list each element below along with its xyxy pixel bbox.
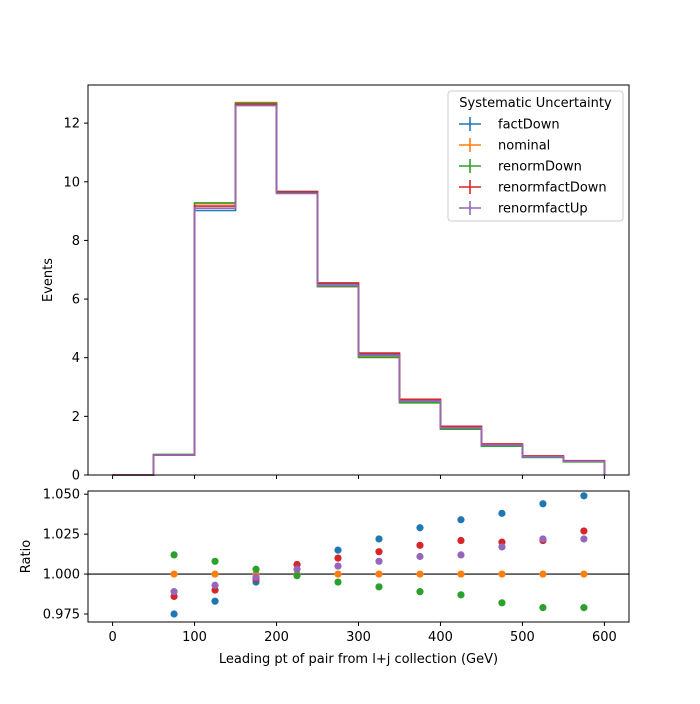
bottom-xtick-label: 200: [264, 630, 289, 645]
ratio-point-renormfactUp: [375, 557, 383, 565]
ratio-point-renormfactUp: [416, 552, 424, 561]
ratio-point-renormfactUp: [457, 551, 465, 559]
ratio-point-renormfactDown: [334, 554, 342, 562]
ratio-point-nominal: [211, 570, 219, 578]
bottom-xtick-label: 100: [182, 630, 207, 645]
legend-entry-factDown: factDown: [498, 118, 560, 133]
bottom-ytick-label: 0.975: [43, 608, 80, 623]
legend-entry-nominal: nominal: [498, 139, 550, 154]
ratio-point-factDown: [416, 524, 424, 532]
ratio-point-factDown: [375, 535, 383, 543]
ratio-point-nominal: [539, 570, 547, 578]
top-ytick-label: 12: [63, 117, 80, 132]
ratio-point-renormDown: [293, 572, 301, 580]
ratio-point-renormDown: [498, 599, 506, 607]
ratio-point-factDown: [457, 516, 465, 524]
ratio-point-renormfactUp: [539, 535, 547, 543]
ratio-point-renormDown: [334, 578, 342, 586]
bottom-panel: 0.975 1.000 1.025 1.050 0 100 200 300 400 500 600 L…: [19, 488, 630, 667]
ratio-point-renormfactDown: [375, 548, 383, 556]
ratio-point-renormfactUp: [211, 581, 219, 589]
step-line-renormfactUp: [112, 104, 606, 476]
ratio-point-renormfactDown: [457, 536, 465, 545]
ratio-point-nominal: [580, 570, 588, 578]
ratio-point-factDown: [580, 492, 588, 500]
ratio-point-renormDown: [170, 551, 178, 559]
ratio-point-renormfactUp: [498, 543, 506, 551]
ratio-point-renormfactDown: [580, 527, 588, 535]
bottom-ytick-label: 1.050: [43, 488, 80, 503]
top-ytick-label: 10: [63, 175, 80, 190]
ratio-point-nominal: [457, 570, 465, 578]
ratio-point-renormDown: [457, 591, 465, 599]
legend-box: [447, 90, 624, 222]
legend-entry-renormDown: renormDown: [498, 160, 582, 175]
bottom-ylabel: Ratio: [19, 540, 34, 573]
ratio-point-nominal: [334, 570, 342, 578]
top-ytick-label: 8: [72, 234, 80, 249]
top-ylabel: Events: [41, 258, 56, 302]
ratio-point-renormfactUp: [170, 588, 178, 596]
ratio-point-factDown: [539, 500, 547, 508]
ratio-point-factDown: [211, 597, 219, 605]
legend-entry-renormfactDown: renormfactDown: [498, 181, 607, 196]
ratio-point-nominal: [375, 570, 383, 578]
ratio-point-nominal: [498, 570, 506, 578]
ratio-point-renormDown: [252, 565, 260, 573]
bottom-xlabel: Leading pt of pair from l+j collection (…: [219, 652, 498, 667]
bottom-ytick-label: 1.025: [43, 528, 80, 543]
legend-entry-renormfactUp: renormfactUp: [498, 202, 588, 217]
bottom-xtick-label: 400: [428, 630, 453, 645]
ratio-point-renormDown: [375, 583, 383, 591]
ratio-point-renormDown: [416, 588, 424, 596]
ratio-point-renormDown: [539, 604, 547, 612]
ratio-point-nominal: [416, 570, 424, 578]
ratio-point-renormfactDown: [416, 541, 424, 549]
legend-title: Systematic Uncertainty: [459, 96, 612, 111]
top-ytick-label: 2: [72, 410, 80, 425]
ratio-point-renormDown: [211, 557, 219, 565]
bottom-xtick-label: 0: [108, 630, 116, 645]
bottom-xtick-label: 500: [510, 630, 535, 645]
top-ytick-label: 4: [72, 351, 80, 366]
ratio-point-factDown: [170, 610, 178, 618]
top-ytick-label: 0: [72, 469, 80, 484]
ratio-point-nominal: [170, 570, 178, 578]
ratio-point-renormfactUp: [252, 573, 260, 581]
ratio-point-renormfactUp: [334, 562, 342, 570]
bottom-xtick-label: 600: [592, 630, 617, 645]
ratio-point-factDown: [334, 546, 342, 554]
ratio-point-renormDown: [580, 604, 588, 612]
ratio-point-renormfactUp: [293, 565, 301, 573]
ratio-point-factDown: [498, 509, 506, 517]
top-ytick-label: 6: [72, 293, 80, 308]
ratio-point-renormfactUp: [580, 535, 588, 543]
top-panel: 0 2 4 6 8 10 12 Events Systematic Uncertainty fac…: [41, 84, 630, 484]
bottom-ytick-label: 1.000: [43, 568, 80, 583]
bottom-xtick-label: 300: [346, 630, 371, 645]
